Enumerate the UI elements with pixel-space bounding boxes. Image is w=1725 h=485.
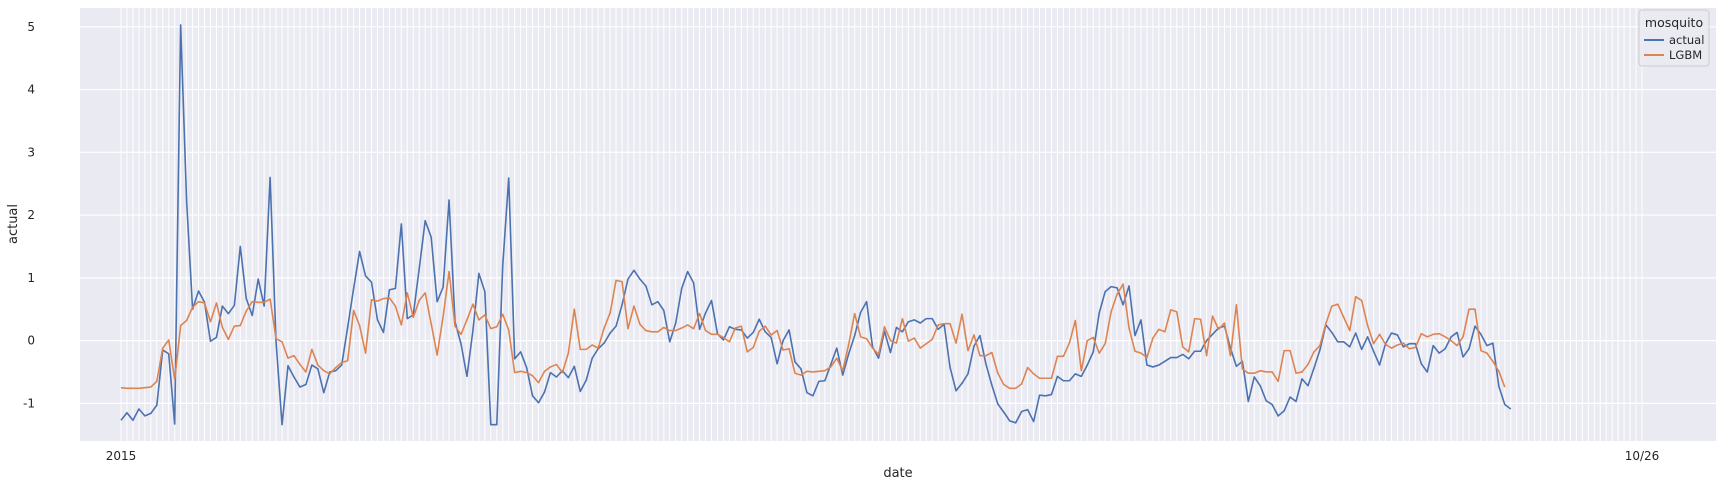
series-lines: [120, 24, 1512, 426]
y-tick-label: 0: [27, 334, 35, 348]
x-gridlines: [120, 8, 1643, 441]
legend-label-actual: actual: [1669, 33, 1704, 47]
y-tick-label: 4: [27, 83, 35, 97]
legend: mosquito actual LGBM: [1638, 9, 1710, 67]
series-line-lgbm: [120, 270, 1506, 390]
y-tick-label: 2: [27, 208, 35, 222]
series-line-actual: [120, 24, 1512, 426]
y-tick-label: -1: [23, 396, 35, 410]
plot-background: [80, 8, 1716, 441]
x-axis-label: date: [883, 466, 912, 481]
y-gridlines: [80, 26, 1716, 404]
y-tick-label: 5: [27, 20, 35, 34]
y-tick-labels: -1 0 1 2 3 4 5: [23, 20, 35, 411]
legend-label-lgbm: LGBM: [1669, 48, 1702, 62]
y-tick-label: 3: [27, 145, 35, 159]
y-axis-label: actual: [6, 204, 21, 244]
legend-box: [1638, 9, 1710, 67]
x-tick-label-first: 2015: [106, 449, 137, 463]
x-tick-labels: 2015 10/26: [106, 449, 1660, 463]
legend-title: mosquito: [1645, 15, 1703, 30]
x-tick-label-last: 10/26: [1625, 449, 1660, 463]
y-tick-label: 1: [27, 271, 35, 285]
